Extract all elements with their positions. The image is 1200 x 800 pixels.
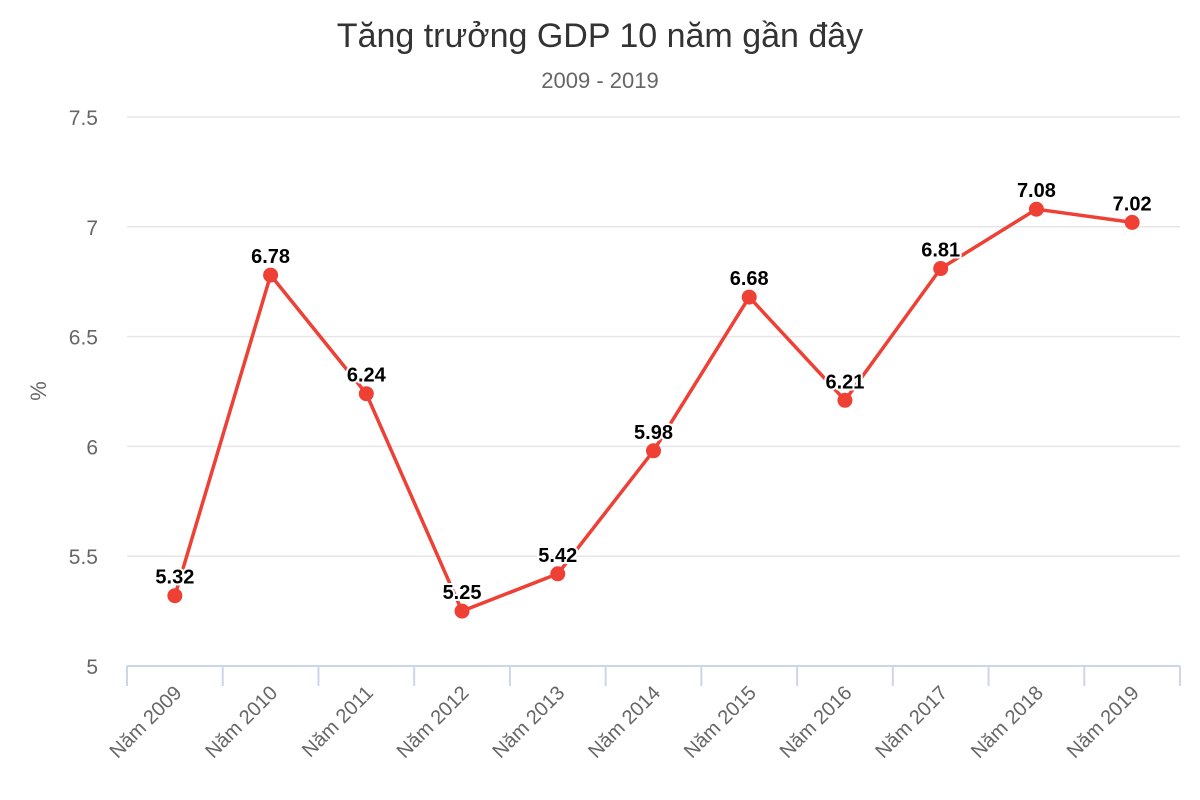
x-tick-label: Năm 2011	[298, 682, 378, 762]
grid-lines	[127, 116, 1180, 557]
x-tick-label: Năm 2012	[393, 682, 474, 763]
x-tick-label: Năm 2018	[967, 682, 1048, 763]
data-label: 7.02	[1113, 193, 1152, 215]
data-label: 7.08	[1017, 180, 1056, 202]
y-tick-label: 7.5	[69, 107, 98, 130]
x-tick-label: Năm 2010	[201, 682, 282, 763]
data-label: 6.81	[921, 240, 960, 262]
data-label: 5.25	[443, 582, 482, 604]
data-label: 5.98	[634, 422, 673, 444]
data-point	[1028, 201, 1044, 217]
y-tick-label: 6.5	[69, 327, 98, 350]
data-label: 6.21	[825, 371, 864, 393]
chart-subtitle: 2009 - 2019	[541, 68, 658, 93]
y-axis-label: %	[26, 381, 51, 401]
y-axis-ticks: 5 5.5 6 6.5 7 7.5	[69, 107, 98, 679]
x-tick-label: Năm 2019	[1063, 682, 1144, 763]
data-point	[933, 261, 949, 277]
chart-title: Tăng trưởng GDP 10 năm gần đây	[337, 17, 863, 55]
data-point	[741, 289, 757, 305]
x-tick-label: Năm 2013	[488, 682, 569, 763]
y-tick-label: 5	[86, 656, 98, 679]
data-label: 5.32	[155, 567, 194, 589]
x-tick-label: Năm 2015	[680, 682, 761, 763]
data-labels: 5.32 6.78 6.24 5.25 5.42 5.98 6.68 6.21 6.81 7.08…	[153, 178, 1153, 606]
data-point	[837, 392, 853, 408]
x-tick-label: Năm 2014	[584, 682, 665, 763]
x-tick-label: Năm 2017	[871, 682, 952, 763]
series-gdp	[167, 201, 1140, 619]
data-label: 6.78	[251, 246, 290, 268]
data-point	[263, 267, 279, 283]
data-point	[358, 386, 374, 402]
y-tick-label: 5.5	[69, 546, 98, 569]
data-point	[454, 603, 470, 619]
data-point	[550, 566, 566, 582]
y-tick-label: 7	[86, 217, 98, 240]
data-point	[167, 588, 183, 604]
data-label: 6.68	[730, 268, 769, 290]
x-tick-label: Năm 2016	[776, 682, 857, 763]
data-point	[1124, 214, 1140, 230]
y-tick-label: 6	[86, 436, 98, 459]
series-line	[173, 207, 1134, 613]
data-label: 5.42	[538, 545, 577, 567]
x-tick-label: Năm 2009	[106, 682, 187, 763]
x-axis: Năm 2009 Năm 2010 Năm 2011 Năm 2012 Năm 2013…	[106, 665, 1181, 763]
data-label: 6.24	[347, 365, 387, 387]
data-point	[646, 443, 661, 459]
